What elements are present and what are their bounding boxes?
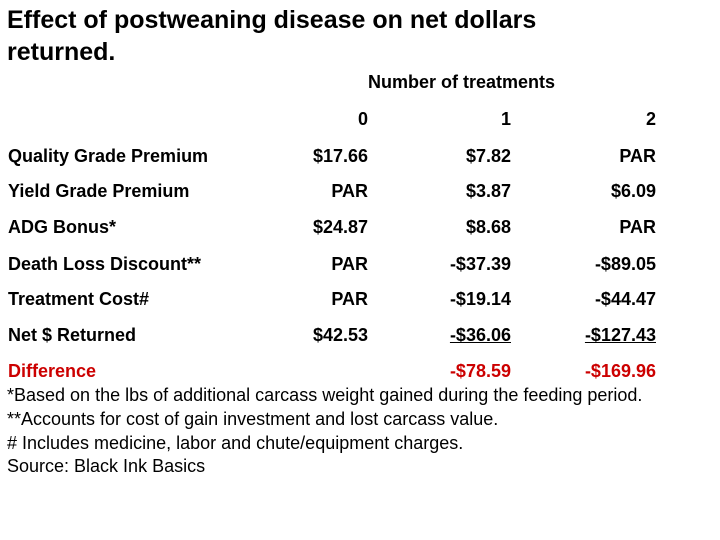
- cell-1: $8.68: [465, 217, 511, 237]
- column-header-0: 0: [357, 109, 368, 129]
- cell-0: $24.87: [312, 217, 368, 237]
- table-row-net-returned: Net $ Returned $42.53 -$36.06 -$127.43: [0, 325, 720, 349]
- cell-1: -$36.06: [449, 325, 511, 345]
- cell-0: $17.66: [312, 146, 368, 166]
- column-header-2: 2: [645, 109, 656, 129]
- cell-2: $6.09: [610, 181, 656, 201]
- row-label: Difference: [8, 361, 97, 381]
- cell-2: PAR: [619, 217, 656, 237]
- footnotes: *Based on the lbs of additional carcass …: [7, 384, 667, 479]
- page-title: Effect of postweaning disease on net dol…: [7, 6, 537, 66]
- cell-1: $7.82: [465, 146, 511, 166]
- cell-1: -$78.59: [449, 361, 511, 381]
- row-label: Yield Grade Premium: [8, 181, 190, 201]
- cell-1: $3.87: [465, 181, 511, 201]
- row-label: Quality Grade Premium: [8, 146, 209, 166]
- cell-2: -$127.43: [584, 325, 656, 345]
- cell-0: PAR: [331, 254, 368, 274]
- row-label: Death Loss Discount**: [8, 254, 202, 274]
- footnote-treatment: # Includes medicine, labor and chute/equ…: [7, 432, 464, 453]
- cell-1: -$19.14: [449, 289, 511, 309]
- row-label: Net $ Returned: [8, 325, 137, 345]
- cell-2: -$44.47: [594, 289, 656, 309]
- table-row-death-loss-discount: Death Loss Discount** PAR -$37.39 -$89.0…: [0, 254, 720, 278]
- row-label: Treatment Cost#: [8, 289, 150, 309]
- cell-1: -$37.39: [449, 254, 511, 274]
- table-row-treatment-cost: Treatment Cost# PAR -$19.14 -$44.47: [0, 289, 720, 313]
- cell-2: -$169.96: [584, 361, 656, 381]
- cell-0: PAR: [331, 181, 368, 201]
- cell-2: -$89.05: [594, 254, 656, 274]
- table-row-difference: Difference -$78.59 -$169.96: [0, 361, 720, 385]
- footnote-death-loss: **Accounts for cost of gain investment a…: [7, 408, 499, 429]
- cell-0: $42.53: [312, 325, 368, 345]
- row-label: ADG Bonus*: [8, 217, 116, 237]
- column-group-header: Number of treatments: [368, 72, 556, 92]
- table-row-adg-bonus: ADG Bonus* $24.87 $8.68 PAR: [0, 217, 720, 241]
- table-row-quality-grade-premium: Quality Grade Premium $17.66 $7.82 PAR: [0, 146, 720, 170]
- source-note: Source: Black Ink Basics: [7, 456, 206, 477]
- table-row-yield-grade-premium: Yield Grade Premium PAR $3.87 $6.09: [0, 181, 720, 205]
- cell-0: PAR: [331, 289, 368, 309]
- cell-2: PAR: [619, 146, 656, 166]
- footnote-adg: *Based on the lbs of additional carcass …: [7, 385, 643, 405]
- column-header-1: 1: [500, 109, 511, 129]
